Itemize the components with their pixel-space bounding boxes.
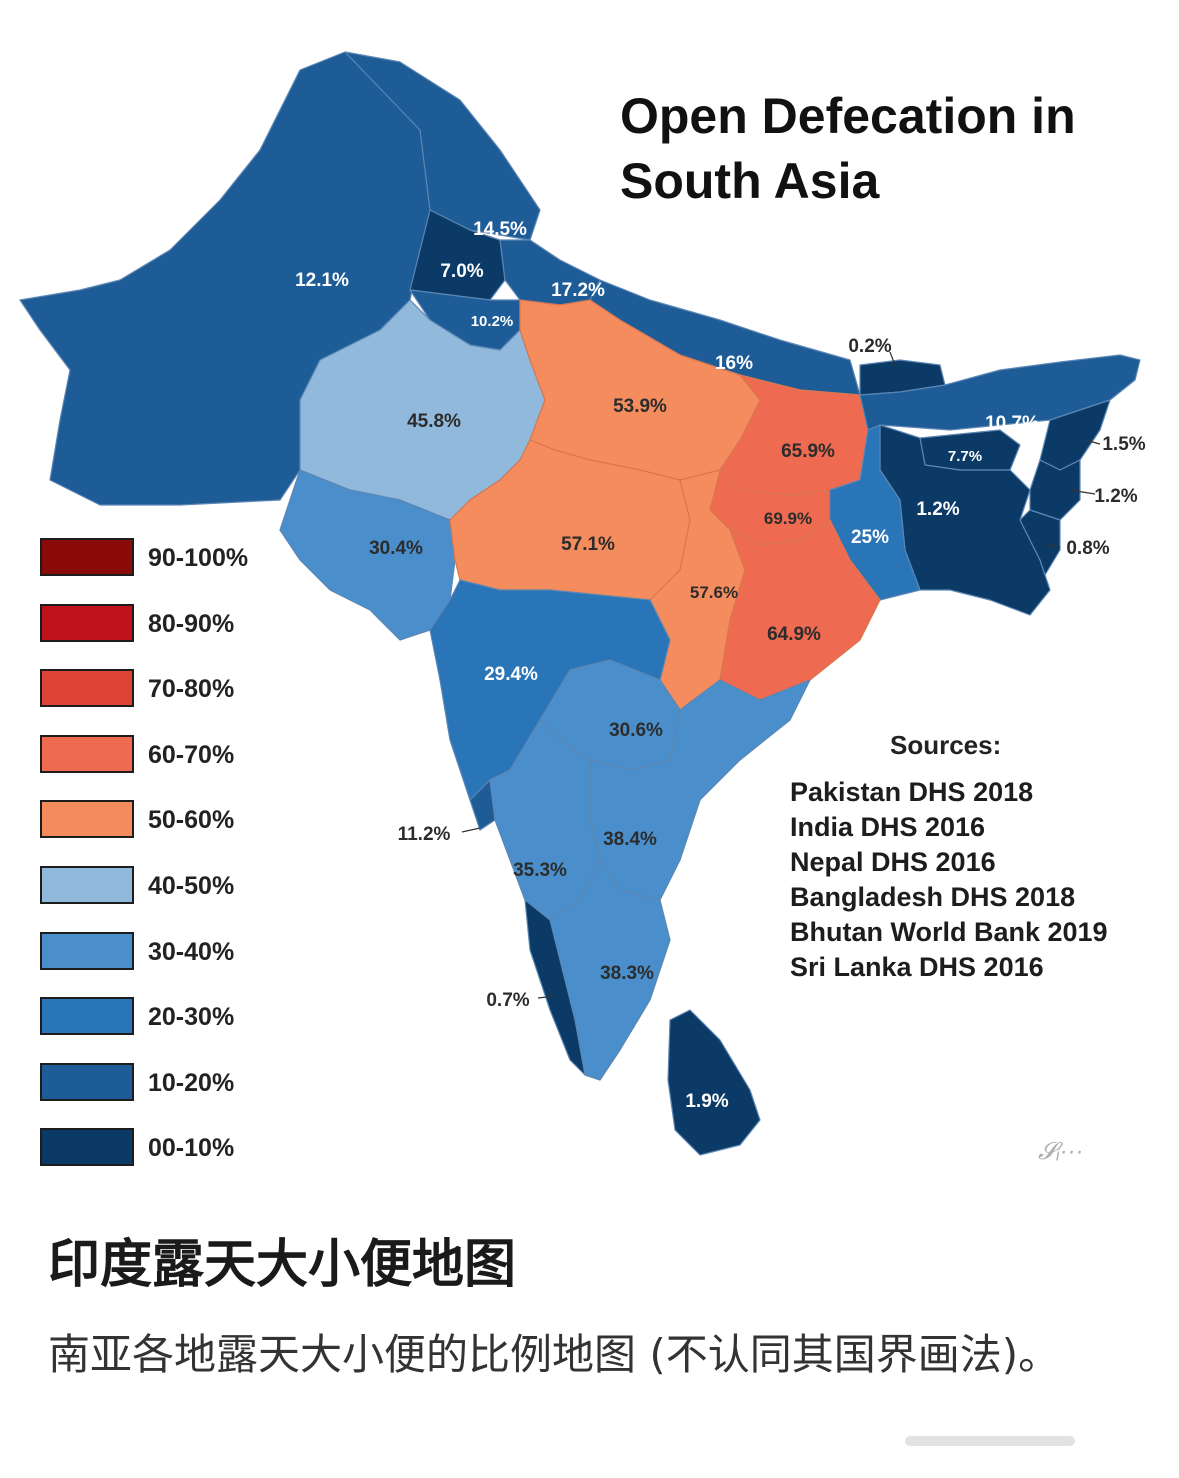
legend-label: 40-50% xyxy=(148,872,235,900)
label-gujarat: 30.4% xyxy=(369,538,423,559)
source-item: Bangladesh DHS 2018 xyxy=(790,882,1076,912)
legend-swatch xyxy=(40,932,134,970)
region-andhra-pradesh xyxy=(589,679,811,901)
label-west-bengal: 25% xyxy=(851,527,889,548)
legend-item: 10-20% xyxy=(40,1063,280,1107)
sources-block: Sources: Pakistan DHS 2018 India DHS 201… xyxy=(790,730,1170,985)
source-item: Nepal DHS 2016 xyxy=(790,847,996,877)
label-goa: 11.2% xyxy=(398,824,451,845)
label-rajasthan: 45.8% xyxy=(407,411,461,432)
legend-item: 70-80% xyxy=(40,669,280,713)
label-nagaland: 1.5% xyxy=(1102,434,1145,455)
label-uttarakhand: 17.2% xyxy=(551,280,605,301)
legend-item: 50-60% xyxy=(40,800,280,844)
legend-item: 30-40% xyxy=(40,932,280,976)
map-title-line1: Open Defecation in xyxy=(620,88,1076,144)
sources-heading: Sources: xyxy=(890,730,1002,760)
legend-swatch xyxy=(40,800,134,838)
legend-swatch xyxy=(40,1128,134,1166)
south-asia-map: Open Defecation in South Asia 12.1% 14.5… xyxy=(19,51,1146,1156)
legend-swatch xyxy=(40,669,134,707)
region-kashmir xyxy=(344,51,541,241)
source-item: Pakistan DHS 2018 xyxy=(790,777,1034,807)
post-description: 南亚各地露天大小便的比例地图 (不认同其国界画法)。 xyxy=(48,1330,1061,1379)
region-northeast xyxy=(859,354,1141,431)
label-mizoram: 0.8% xyxy=(1066,538,1109,559)
label-bangladesh: 1.2% xyxy=(916,499,959,520)
region-manipur xyxy=(1029,459,1081,521)
label-jammu: 7.0% xyxy=(440,261,483,282)
label-punjab: 10.2% xyxy=(471,313,514,330)
legend-swatch xyxy=(40,866,134,904)
legend-label: 90-100% xyxy=(148,544,249,572)
label-northeast: 10.7% xyxy=(985,413,1039,434)
map-title-line2: South Asia xyxy=(620,153,880,209)
legend-label: 80-90% xyxy=(148,610,235,638)
map-image: Open Defecation in South Asia 12.1% 14.5… xyxy=(19,51,1170,1172)
legend-item: 60-70% xyxy=(40,735,280,779)
label-odisha: 64.9% xyxy=(767,624,821,645)
region-odisha xyxy=(719,519,881,701)
label-nepal: 16% xyxy=(715,353,753,374)
source-item: Bhutan World Bank 2019 xyxy=(790,917,1108,947)
label-maharashtra: 29.4% xyxy=(484,664,538,685)
legend-label: 30-40% xyxy=(148,938,235,966)
label-manipur: 1.2% xyxy=(1094,486,1137,507)
label-kerala: 0.7% xyxy=(486,990,529,1011)
label-telangana: 30.6% xyxy=(609,720,663,741)
label-sri-lanka: 1.9% xyxy=(685,1091,728,1112)
region-kerala xyxy=(524,899,586,1076)
legend-swatch xyxy=(40,735,134,773)
label-meghalaya: 7.7% xyxy=(948,448,982,465)
region-mizoram xyxy=(1019,509,1061,576)
legend-item: 90-100% xyxy=(40,538,280,582)
label-andhra-pradesh: 38.4% xyxy=(603,829,657,850)
legend-label: 60-70% xyxy=(148,741,235,769)
legend-item: 80-90% xyxy=(40,604,280,648)
legend-item: 40-50% xyxy=(40,866,280,910)
legend-label: 10-20% xyxy=(148,1069,235,1097)
region-west-bengal xyxy=(829,424,921,601)
legend-swatch xyxy=(40,1063,134,1101)
legend-item: 00-10% xyxy=(40,1128,280,1172)
label-bihar: 65.9% xyxy=(781,441,835,462)
legend-label: 00-10% xyxy=(148,1134,235,1162)
home-indicator[interactable] xyxy=(905,1436,1075,1446)
label-bhutan: 0.2% xyxy=(848,336,891,357)
label-jharkhand: 69.9% xyxy=(764,509,812,528)
label-tamil-nadu: 38.3% xyxy=(600,963,654,984)
region-gujarat xyxy=(279,469,456,641)
label-chhattisgarh: 57.6% xyxy=(690,583,738,602)
label-pakistan: 12.1% xyxy=(295,270,349,291)
legend-swatch xyxy=(40,538,134,576)
watermark-signature: 𝓢ᵢ··· xyxy=(1038,1138,1084,1165)
legend-swatch xyxy=(40,604,134,642)
source-item: India DHS 2016 xyxy=(790,812,986,842)
legend-swatch xyxy=(40,997,134,1035)
label-madhya-pradesh: 57.1% xyxy=(561,534,615,555)
region-sri-lanka xyxy=(667,1009,761,1156)
source-item: Sri Lanka DHS 2016 xyxy=(790,952,1044,982)
label-kashmir: 14.5% xyxy=(473,219,527,240)
label-karnataka: 35.3% xyxy=(513,860,567,881)
label-uttar-pradesh: 53.9% xyxy=(613,396,667,417)
legend-label: 50-60% xyxy=(148,806,235,834)
legend-label: 20-30% xyxy=(148,1003,235,1031)
post-title: 印度露天大小便地图 xyxy=(48,1235,517,1295)
legend-item: 20-30% xyxy=(40,997,280,1041)
legend-label: 70-80% xyxy=(148,675,235,703)
